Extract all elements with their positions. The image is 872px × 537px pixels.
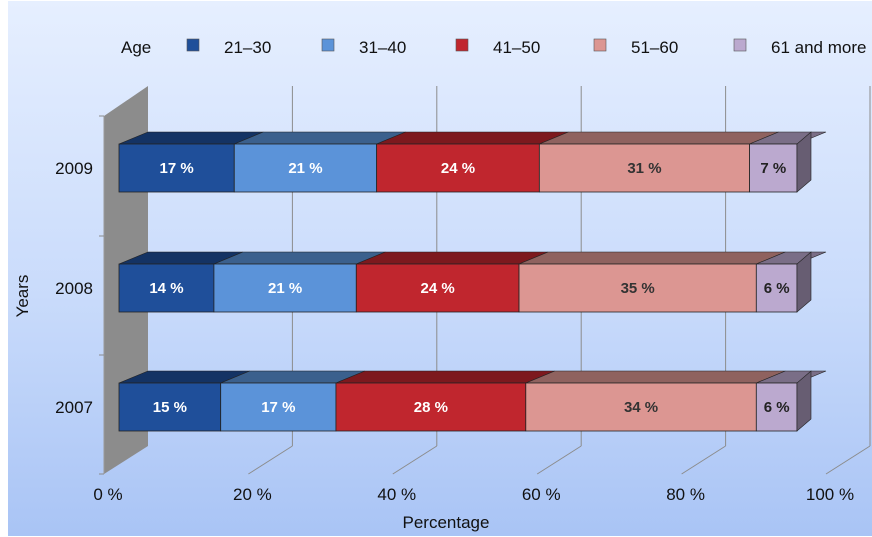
bar-top-face <box>335 370 555 384</box>
y-tick-label: 2009 <box>55 159 93 178</box>
bar-segment-2007-0: 15 % <box>118 370 250 432</box>
data-label: 28 % <box>414 399 448 416</box>
x-tick-label: 20 % <box>233 485 272 504</box>
bar <box>755 382 798 432</box>
bar-segment-2008-1: 21 % <box>213 251 386 313</box>
bar-segment-2009-0: 17 % <box>118 131 264 193</box>
bar-segment-2007-3: 34 % <box>525 370 786 432</box>
bar <box>335 382 527 432</box>
legend-title: Age <box>121 38 151 57</box>
data-label: 35 % <box>621 280 655 297</box>
y-tick-label: 2008 <box>55 279 93 298</box>
bar-segment-2008-2: 24 % <box>355 251 549 313</box>
data-label: 14 % <box>149 280 183 297</box>
bar-top-face <box>213 251 386 265</box>
bar-top-face <box>518 251 786 265</box>
bar <box>355 263 520 313</box>
x-tick-label: 60 % <box>522 485 561 504</box>
bar-side-face <box>796 251 812 313</box>
legend-swatch <box>733 38 747 52</box>
y-axis-title: Years <box>13 275 32 318</box>
bar <box>118 382 222 432</box>
bar-segment-2007-4: 6 % <box>755 370 827 432</box>
data-label: 34 % <box>624 399 658 416</box>
bar-segment-2007-2: 28 % <box>335 370 555 432</box>
floor-gridline <box>536 445 582 475</box>
bar-segment-2009-4: 7 % <box>749 131 827 193</box>
bar-top-face <box>234 131 406 145</box>
bar-side-face <box>796 370 812 432</box>
bar-segment-2008-3: 35 % <box>518 251 786 313</box>
y-tick-label: 2007 <box>55 398 93 417</box>
data-label: 6 % <box>764 280 790 297</box>
x-tick-label: 0 % <box>93 485 122 504</box>
bar <box>233 143 378 193</box>
bar-top-face <box>539 131 779 145</box>
data-label: 24 % <box>441 160 475 177</box>
bar-top-face <box>356 251 549 265</box>
x-tick-label: 40 % <box>377 485 416 504</box>
bar <box>755 263 798 313</box>
bar <box>213 263 357 313</box>
floor-gridline <box>248 445 293 475</box>
legend-swatch <box>186 38 200 52</box>
bar <box>118 143 235 193</box>
legend-swatch <box>593 38 607 52</box>
data-label: 17 % <box>261 399 295 416</box>
floor-gridline <box>681 445 726 475</box>
bar-top-face <box>376 131 569 145</box>
bar-segment-2008-4: 6 % <box>755 251 827 313</box>
bar-segment-2009-3: 31 % <box>538 131 779 193</box>
data-label: 6 % <box>764 399 790 416</box>
legend-label: 31–40 <box>359 38 406 57</box>
bar-side-face <box>796 131 812 193</box>
data-label: 21 % <box>268 280 302 297</box>
bar <box>376 143 540 193</box>
bar-segment-2009-1: 21 % <box>233 131 406 193</box>
legend-label: 41–50 <box>493 38 540 57</box>
floor-gridline <box>392 445 438 475</box>
bar-top-face <box>525 370 786 384</box>
legend-label: 61 and more <box>771 38 866 57</box>
x-axis-title: Percentage <box>403 513 490 532</box>
data-label: 21 % <box>288 160 322 177</box>
x-tick-label: 100 % <box>806 485 854 504</box>
x-tick-label: 80 % <box>666 485 705 504</box>
legend-swatch <box>321 38 335 52</box>
legend-swatch <box>455 38 469 52</box>
legend-label: 51–60 <box>631 38 678 57</box>
bar <box>220 382 337 432</box>
data-label: 15 % <box>153 399 187 416</box>
data-label: 7 % <box>760 160 786 177</box>
data-label: 24 % <box>421 280 455 297</box>
floor-gridline <box>825 445 871 475</box>
bar-segment-2009-2: 24 % <box>376 131 569 193</box>
bar <box>525 382 757 432</box>
bar <box>538 143 750 193</box>
data-label: 31 % <box>627 160 661 177</box>
legend-label: 21–30 <box>224 38 271 57</box>
bar-segment-2007-1: 17 % <box>220 370 366 432</box>
data-label: 17 % <box>160 160 194 177</box>
